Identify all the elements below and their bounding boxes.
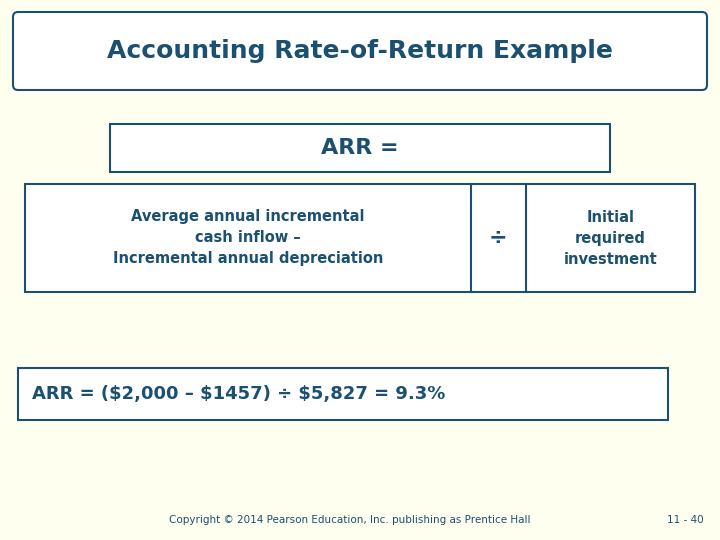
FancyBboxPatch shape <box>13 12 707 90</box>
Text: ÷: ÷ <box>489 228 508 248</box>
Text: ARR = ($2,000 – $1457) ÷ $5,827 = 9.3%: ARR = ($2,000 – $1457) ÷ $5,827 = 9.3% <box>32 385 446 403</box>
FancyBboxPatch shape <box>25 184 695 292</box>
FancyBboxPatch shape <box>18 368 668 420</box>
Text: Initial
required
investment: Initial required investment <box>564 210 657 267</box>
Text: Average annual incremental
cash inflow –
Incremental annual depreciation: Average annual incremental cash inflow –… <box>112 210 383 267</box>
Text: 11 - 40: 11 - 40 <box>667 515 703 525</box>
Text: Copyright © 2014 Pearson Education, Inc. publishing as Prentice Hall: Copyright © 2014 Pearson Education, Inc.… <box>169 515 531 525</box>
Text: ARR =: ARR = <box>321 138 399 158</box>
Text: Accounting Rate-of-Return Example: Accounting Rate-of-Return Example <box>107 39 613 63</box>
FancyBboxPatch shape <box>110 124 610 172</box>
